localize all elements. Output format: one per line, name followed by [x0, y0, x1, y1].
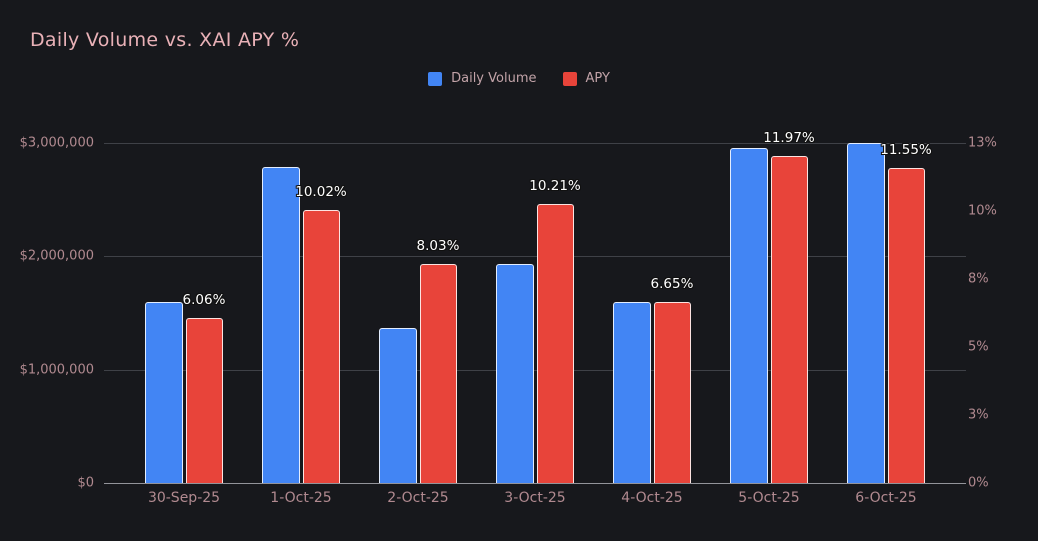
- apy-value-label: 11.55%: [880, 141, 932, 158]
- x-axis-label: 2-Oct-25: [387, 490, 449, 506]
- plot-area: 6.06% 10.02% 8.03% 10.21% 6.65% 11.97% 11.55%: [104, 130, 966, 484]
- x-axis-label: 3-Oct-25: [504, 490, 566, 506]
- left-axis-tick-label: $2,000,000: [19, 248, 94, 264]
- apy-bar[interactable]: [888, 167, 925, 483]
- daily-volume-bar[interactable]: [730, 147, 768, 483]
- daily-volume-bar[interactable]: [262, 166, 300, 483]
- daily-volume-bar[interactable]: [379, 327, 417, 483]
- left-axis-tick-label: $1,000,000: [19, 362, 94, 378]
- apy-value-label: 11.97%: [763, 130, 815, 147]
- daily-volume-bar[interactable]: [613, 301, 651, 483]
- gridline: [104, 256, 966, 258]
- left-axis-tick-label: $0: [77, 475, 94, 491]
- right-axis-tick-label: 3%: [968, 407, 989, 423]
- daily-volume-bar[interactable]: [145, 301, 183, 483]
- left-axis-tick-label: $3,000,000: [19, 135, 94, 151]
- gridline: [104, 369, 966, 371]
- right-axis-tick-label: 0%: [968, 475, 989, 491]
- legend-label-daily-volume: Daily Volume: [451, 71, 537, 86]
- x-axis-label: 4-Oct-25: [621, 490, 683, 506]
- x-axis-label: 1-Oct-25: [270, 490, 332, 506]
- legend-item-apy[interactable]: APY: [562, 71, 610, 86]
- legend-item-daily-volume[interactable]: Daily Volume: [428, 71, 537, 86]
- apy-value-label: 6.65%: [650, 275, 694, 292]
- apy-value-label: 6.06%: [182, 291, 226, 308]
- legend: Daily Volume APY: [0, 71, 1038, 86]
- apy-value-label: 10.21%: [529, 178, 581, 195]
- apy-bar[interactable]: [654, 301, 691, 483]
- chart-title: Daily Volume vs. XAI APY %: [30, 29, 300, 51]
- legend-label-apy: APY: [585, 71, 610, 86]
- apy-value-label: 10.02%: [295, 183, 347, 200]
- apy-bar[interactable]: [303, 209, 340, 483]
- right-axis-tick-label: 10%: [968, 203, 997, 219]
- right-axis-tick-label: 13%: [968, 135, 997, 151]
- x-axis-line: [104, 483, 966, 484]
- daily-volume-bar[interactable]: [496, 264, 534, 483]
- x-axis-label: 6-Oct-25: [855, 490, 917, 506]
- daily-volume-bar[interactable]: [847, 143, 885, 483]
- x-axis-label: 30-Sep-25: [147, 490, 221, 506]
- right-axis-tick-label: 5%: [968, 339, 989, 355]
- right-axis-tick-label: 8%: [968, 271, 989, 287]
- daily-volume-swatch-icon: [428, 71, 443, 86]
- apy-bar[interactable]: [420, 263, 457, 483]
- apy-bar[interactable]: [771, 156, 808, 483]
- apy-bar[interactable]: [537, 204, 574, 483]
- apy-value-label: 8.03%: [416, 237, 460, 254]
- apy-bar[interactable]: [186, 317, 223, 483]
- gridline: [104, 143, 966, 144]
- x-axis-label: 5-Oct-25: [738, 490, 800, 506]
- apy-swatch-icon: [562, 71, 577, 86]
